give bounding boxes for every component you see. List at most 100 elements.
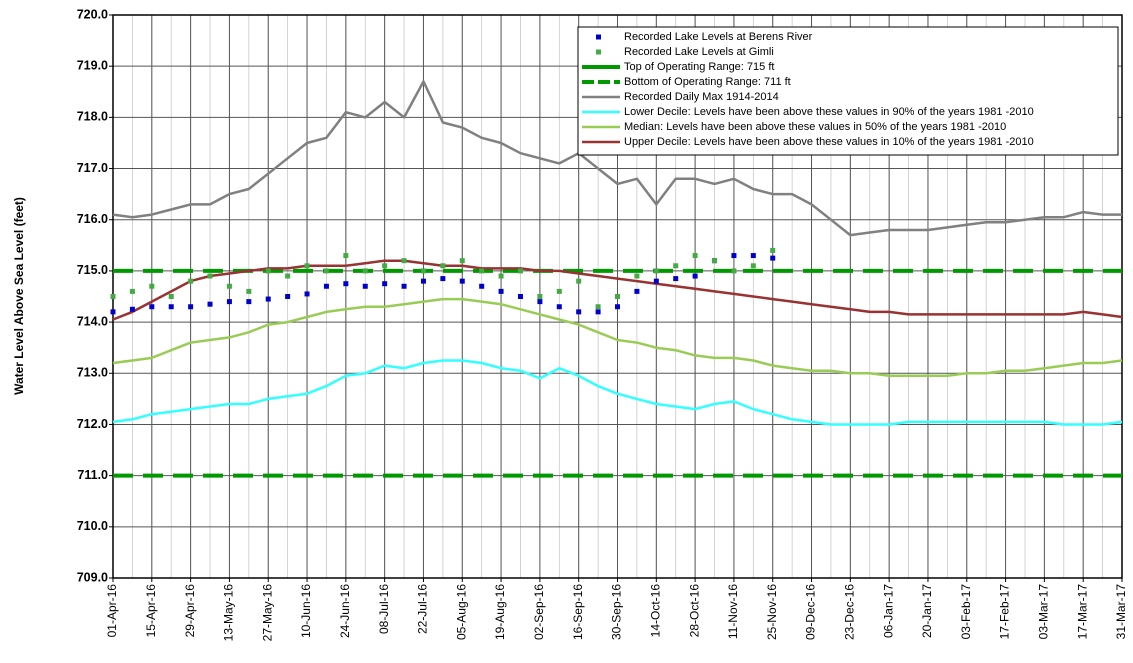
data-point xyxy=(382,263,388,269)
x-tick-label: 24-Jun-16 xyxy=(338,584,352,638)
data-point xyxy=(692,253,698,259)
data-point xyxy=(595,304,601,310)
data-point xyxy=(634,273,640,279)
data-point xyxy=(750,263,756,269)
y-tick-label: 717.0 xyxy=(77,161,108,175)
y-tick-label: 720.0 xyxy=(77,7,108,21)
y-tick-label: 711.0 xyxy=(77,468,108,482)
data-point xyxy=(110,294,116,299)
data-point xyxy=(265,268,271,274)
legend-label: Median: Levels have been above these val… xyxy=(624,121,1006,133)
data-point xyxy=(343,253,349,259)
data-point xyxy=(653,278,659,284)
data-point xyxy=(188,278,194,284)
data-point xyxy=(362,268,368,274)
x-tick-label: 28-Oct-16 xyxy=(687,584,701,638)
data-point xyxy=(498,273,504,279)
data-point xyxy=(556,288,562,294)
x-tick-label: 15-Apr-16 xyxy=(144,584,158,638)
x-tick-label: 03-Feb-17 xyxy=(959,584,973,640)
data-point xyxy=(343,281,349,287)
data-point xyxy=(226,283,232,289)
legend-label: Upper Decile: Levels have been above the… xyxy=(624,136,1034,148)
data-point xyxy=(750,253,756,259)
data-point xyxy=(323,283,329,289)
x-tick-label: 10-Jun-16 xyxy=(299,584,313,638)
legend-label: Recorded Lake Levels at Gimli xyxy=(624,46,774,58)
data-point xyxy=(459,258,465,264)
data-point xyxy=(731,268,737,274)
data-point xyxy=(246,299,252,305)
data-point xyxy=(537,294,543,299)
data-point xyxy=(129,306,135,312)
data-point xyxy=(420,278,426,284)
legend-box xyxy=(577,26,1119,156)
data-point xyxy=(498,288,504,294)
data-point xyxy=(673,263,679,269)
x-tick-label: 02-Sep-16 xyxy=(532,584,546,640)
data-point xyxy=(595,309,601,315)
data-point xyxy=(188,304,194,310)
x-tick-label: 30-Sep-16 xyxy=(610,584,624,640)
x-tick-label: 06-Jan-17 xyxy=(881,584,895,638)
data-point xyxy=(304,291,310,297)
y-axis-label: Water Level Above Sea Level (feet) xyxy=(12,197,26,395)
data-point xyxy=(285,273,291,279)
data-point xyxy=(168,294,174,299)
x-tick-label: 27-May-16 xyxy=(260,584,274,642)
x-tick-label: 01-Apr-16 xyxy=(105,584,119,638)
x-tick-label: 08-Jul-16 xyxy=(377,584,391,634)
y-tick-label: 719.0 xyxy=(77,58,108,72)
data-point xyxy=(712,258,718,264)
data-point xyxy=(110,309,116,315)
x-tick-label: 09-Dec-16 xyxy=(804,584,818,640)
legend-swatch xyxy=(596,49,601,55)
series-line xyxy=(112,259,1123,321)
y-tick-label: 710.0 xyxy=(77,519,108,533)
data-point xyxy=(459,278,465,284)
x-tick-label: 19-Aug-16 xyxy=(493,584,507,640)
data-point xyxy=(692,273,698,279)
legend-label: Lower Decile: Levels have been above the… xyxy=(624,106,1034,118)
data-point xyxy=(362,283,368,289)
series-line xyxy=(112,80,1122,237)
legend-label: Recorded Daily Max 1914-2014 xyxy=(624,91,779,103)
data-point xyxy=(615,294,620,299)
data-point xyxy=(576,309,582,315)
data-point xyxy=(653,268,659,274)
x-tick-label: 05-Aug-16 xyxy=(454,584,468,640)
x-tick-label: 29-Apr-16 xyxy=(183,584,197,638)
y-tick-label: 715.0 xyxy=(77,263,108,277)
data-point xyxy=(731,253,737,259)
data-point xyxy=(168,304,174,310)
data-point xyxy=(517,268,523,274)
x-tick-label: 16-Sep-16 xyxy=(571,584,585,640)
data-point xyxy=(382,281,388,287)
data-point xyxy=(149,304,155,310)
legend: Recorded Lake Levels at Berens River Reco… xyxy=(577,26,1119,156)
x-tick-label: 17-Feb-17 xyxy=(998,584,1012,640)
data-point xyxy=(537,299,543,305)
data-point xyxy=(615,304,620,310)
legend-label: Bottom of Operating Range: 711 ft xyxy=(624,76,791,88)
series-line xyxy=(112,359,1123,426)
data-point xyxy=(323,268,329,274)
x-tick-label: 03-Mar-17 xyxy=(1037,584,1051,640)
data-point xyxy=(420,268,426,274)
x-tick-label: 14-Oct-16 xyxy=(648,584,662,638)
data-point xyxy=(770,255,776,261)
x-tick-label: 25-Nov-16 xyxy=(765,584,779,640)
x-tick-label: 17-Mar-17 xyxy=(1075,584,1089,640)
data-point xyxy=(479,283,485,289)
data-point xyxy=(770,247,776,253)
x-tick-label: 22-Jul-16 xyxy=(416,584,430,634)
data-point xyxy=(246,288,252,294)
y-tick-label: 713.0 xyxy=(77,366,108,380)
data-point xyxy=(576,278,582,284)
x-tick-label: 20-Jan-17 xyxy=(920,584,934,638)
data-point xyxy=(440,276,446,282)
x-tick-label: 31-Mar-17 xyxy=(1114,584,1128,640)
y-tick-label: 714.0 xyxy=(77,314,108,328)
